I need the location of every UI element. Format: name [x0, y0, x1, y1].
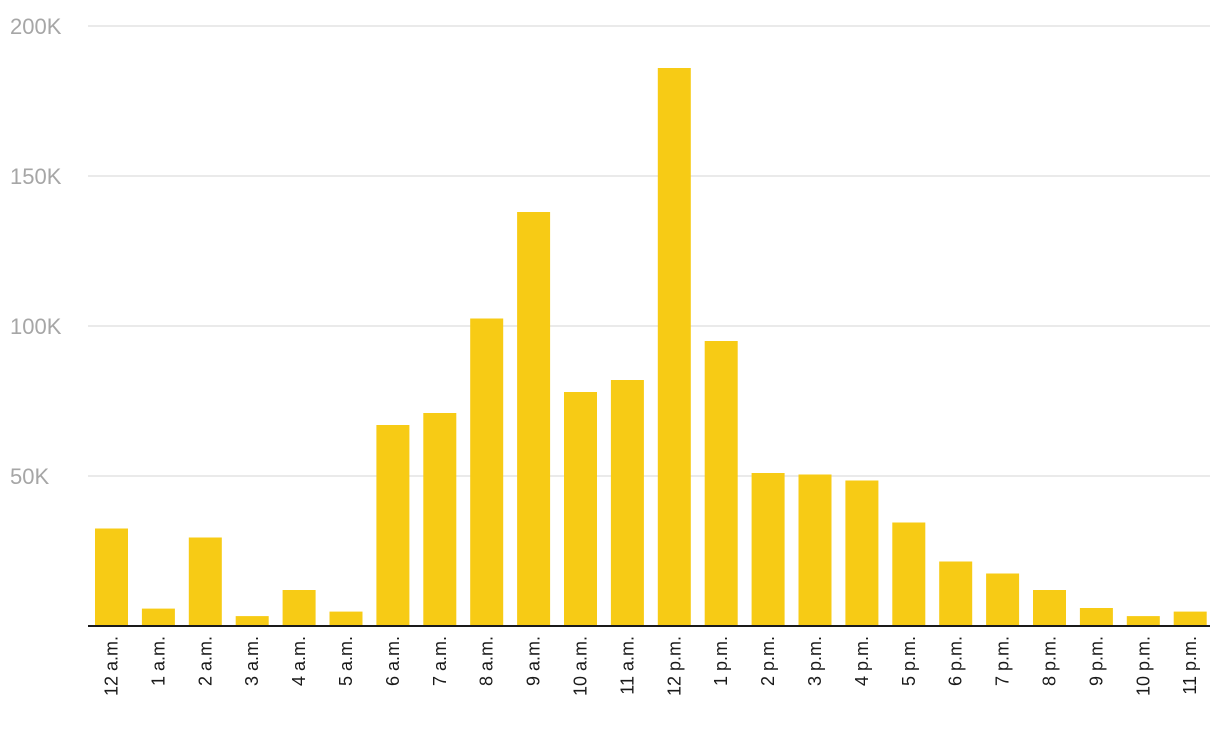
- x-tick-label: 9 p.m.: [1086, 636, 1106, 686]
- bar: [564, 392, 597, 626]
- x-tick-label: 5 p.m.: [899, 636, 919, 686]
- bar: [892, 522, 926, 626]
- bar: [704, 341, 738, 626]
- x-tick-label: 11 p.m.: [1180, 636, 1200, 695]
- x-tick-label: 12 a.m.: [102, 636, 122, 696]
- x-tick-label: 4 a.m.: [289, 636, 309, 686]
- y-tick-label: 100K: [10, 314, 62, 339]
- bar: [235, 616, 269, 626]
- bar: [845, 480, 879, 626]
- x-tick-label: 6 p.m.: [946, 636, 966, 686]
- x-tick-label: 2 p.m.: [758, 636, 778, 686]
- x-tick-label: 7 p.m.: [993, 636, 1013, 686]
- x-tick-label: 3 p.m.: [805, 636, 825, 686]
- bar: [517, 212, 551, 626]
- x-tick-label: 4 p.m.: [852, 636, 872, 686]
- bar: [188, 537, 222, 626]
- x-tick-label: 10 a.m.: [571, 636, 591, 696]
- bar: [610, 380, 644, 626]
- bar: [282, 590, 316, 626]
- x-tick-label: 6 a.m.: [383, 636, 403, 686]
- bar: [1173, 611, 1207, 626]
- x-tick-label: 11 a.m.: [617, 636, 637, 695]
- bar: [798, 474, 832, 626]
- bar: [657, 68, 691, 626]
- x-tick-label: 3 a.m.: [242, 636, 262, 686]
- x-tick-label: 8 a.m.: [477, 636, 497, 686]
- x-tick-label: 8 p.m.: [1040, 636, 1060, 686]
- bar: [1079, 608, 1113, 626]
- bar: [1033, 590, 1066, 626]
- bars: [95, 68, 1207, 626]
- x-tick-label: 10 p.m.: [1133, 636, 1153, 696]
- x-tick-label: 1 p.m.: [711, 636, 731, 686]
- x-tick-label: 7 a.m.: [430, 636, 450, 686]
- x-tick-label: 12 p.m.: [664, 636, 684, 696]
- bar: [986, 573, 1020, 626]
- gridlines: [88, 25, 1210, 477]
- y-tick-label: 150K: [10, 164, 62, 189]
- x-axis-tick-labels: 12 a.m. 1 a.m. 2 a.m. 3 a.m. 4 a.m. 5 a.m. 6 a…: [102, 636, 1201, 696]
- bar: [470, 318, 504, 626]
- bar: [423, 413, 457, 626]
- x-tick-label: 1 a.m.: [148, 636, 168, 686]
- bar: [95, 528, 128, 626]
- bar: [1126, 616, 1160, 626]
- bar: [141, 608, 175, 626]
- x-tick-label: 5 a.m.: [336, 636, 356, 686]
- bar: [376, 425, 410, 626]
- bar: [939, 561, 973, 626]
- bar: [329, 611, 363, 626]
- y-tick-label: 200K: [10, 14, 62, 39]
- y-axis-tick-labels: 50K 100K 150K 200K: [10, 14, 62, 489]
- x-tick-label: 2 a.m.: [195, 636, 215, 686]
- x-tick-label: 9 a.m.: [524, 636, 544, 686]
- bar: [751, 473, 785, 626]
- y-tick-label: 50K: [10, 464, 49, 489]
